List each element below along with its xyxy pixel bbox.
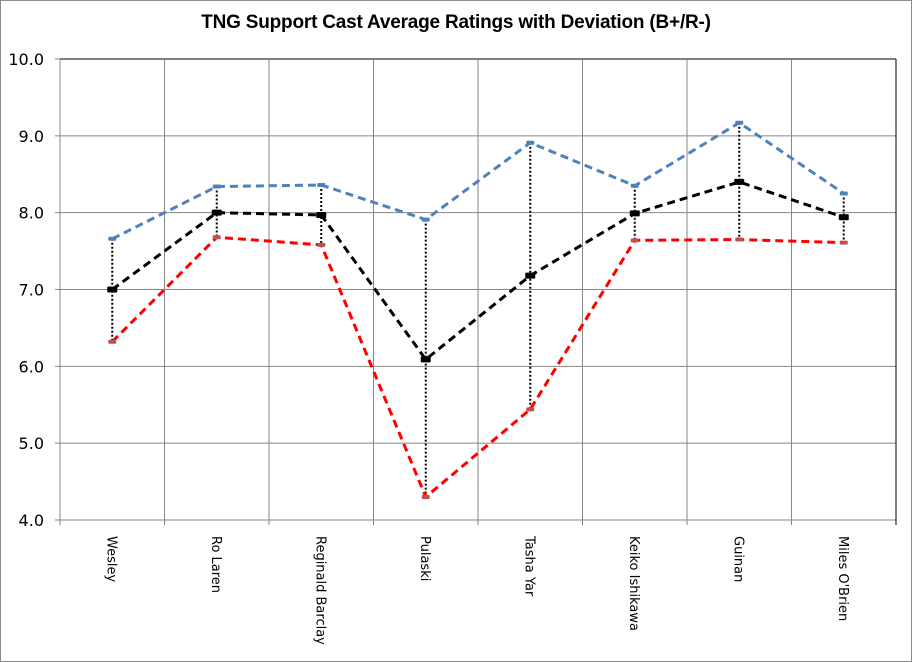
data-point — [421, 217, 430, 222]
data-point — [735, 237, 744, 242]
x-tick-label: Tasha Yar — [521, 535, 536, 597]
data-point — [420, 356, 431, 363]
data-point — [421, 494, 430, 499]
x-tick-label: Reginald Barclay — [312, 536, 327, 645]
x-tick-label: Guinan — [730, 536, 745, 582]
y-tick-label: 8.0 — [19, 204, 44, 223]
series-line-1 — [111, 180, 845, 362]
data-point — [108, 236, 117, 241]
data-point — [629, 210, 640, 217]
x-tick-label: Wesley — [103, 536, 118, 582]
y-axis-ticks: 10.0 9.0 8.0 7.0 6.0 5.0 4.0 — [8, 50, 44, 530]
chart-title: TNG Support Cast Average Ratings with De… — [201, 12, 711, 33]
data-point — [839, 240, 848, 245]
data-point — [526, 407, 535, 412]
x-axis-ticks: Wesley Ro Laren Reginald Barclay Pulaski Tas… — [103, 535, 850, 645]
y-tick-label: 4.0 — [19, 511, 44, 530]
series-markers — [107, 120, 849, 499]
data-point — [735, 120, 744, 125]
data-point — [107, 286, 118, 293]
data-point — [316, 211, 327, 218]
y-tick-label: 9.0 — [19, 127, 44, 146]
data-point — [630, 183, 639, 188]
data-point — [734, 178, 745, 185]
y-tick-label: 7.0 — [19, 281, 44, 300]
y-tick-label: 10.0 — [8, 50, 44, 69]
data-point — [108, 339, 117, 344]
data-point — [838, 214, 849, 221]
data-point — [212, 184, 221, 189]
x-tick-label: Ro Laren — [208, 536, 223, 593]
data-point — [630, 238, 639, 243]
series-lines — [111, 120, 845, 500]
series-line-0 — [111, 120, 845, 241]
data-point — [526, 140, 535, 145]
y-tick-label: 5.0 — [19, 434, 44, 453]
x-tick-label: Miles O'Brien — [835, 536, 850, 621]
data-point — [525, 272, 536, 279]
data-point — [839, 191, 848, 196]
data-point — [317, 242, 326, 247]
gridlines — [55, 58, 897, 525]
x-tick-label: Keiko Ishikawa — [626, 536, 641, 631]
data-point — [211, 209, 222, 216]
x-tick-label: Pulaski — [417, 536, 432, 581]
data-point — [317, 183, 326, 188]
y-tick-label: 6.0 — [19, 357, 44, 376]
data-point — [212, 235, 221, 240]
